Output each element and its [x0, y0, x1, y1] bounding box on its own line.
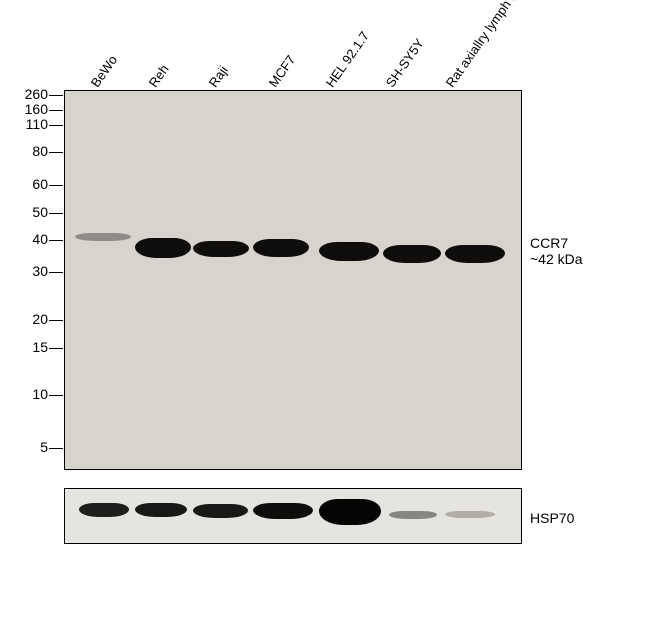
lane-label: SH-SY5Y: [383, 36, 427, 90]
blot-band: [383, 245, 441, 263]
mw-marker-label: 40: [14, 231, 48, 247]
blot-band: [75, 233, 131, 241]
mw-marker-label: 80: [14, 143, 48, 159]
mw-marker-tick: [49, 448, 63, 449]
blot-band: [193, 504, 248, 518]
blot-band: [389, 511, 437, 519]
loading-blot-panel: [64, 488, 522, 544]
blot-band: [135, 238, 191, 258]
mw-marker-tick: [49, 125, 63, 126]
mw-marker-label: 15: [14, 339, 48, 355]
mw-marker-tick: [49, 185, 63, 186]
mw-marker-tick: [49, 152, 63, 153]
main-blot-panel: [64, 90, 522, 470]
blot-band: [445, 245, 505, 263]
blot-band: [253, 503, 313, 519]
mw-marker-tick: [49, 320, 63, 321]
lane-label: HEL 92.1.7: [323, 29, 372, 90]
mw-marker-tick: [49, 213, 63, 214]
target-name: CCR7: [530, 235, 568, 251]
blot-band: [79, 503, 129, 517]
mw-marker-tick: [49, 95, 63, 96]
mw-marker-tick: [49, 110, 63, 111]
target-mw: ~42 kDa: [530, 251, 583, 267]
blot-band: [135, 503, 187, 517]
loading-label-hsp70: HSP70: [530, 510, 574, 526]
mw-marker-label: 5: [14, 439, 48, 455]
mw-marker-tick: [49, 348, 63, 349]
mw-marker-tick: [49, 240, 63, 241]
blot-band: [253, 239, 309, 257]
lane-label: MCF7: [266, 52, 299, 90]
mw-marker-label: 60: [14, 176, 48, 192]
mw-marker-label: 50: [14, 204, 48, 220]
mw-marker-label: 160: [14, 101, 48, 117]
mw-marker-label: 30: [14, 263, 48, 279]
lane-label: Rat axiallry lymph node: [443, 0, 533, 90]
loading-name: HSP70: [530, 510, 574, 526]
mw-marker-tick: [49, 272, 63, 273]
blot-band: [319, 242, 379, 261]
lane-label: BeWo: [88, 53, 120, 90]
lane-label: Raji: [206, 63, 231, 90]
mw-marker-label: 20: [14, 311, 48, 327]
mw-marker-tick: [49, 395, 63, 396]
blot-band: [445, 511, 495, 518]
lane-label: Reh: [146, 62, 172, 90]
mw-marker-label: 260: [14, 86, 48, 102]
mw-marker-label: 110: [14, 116, 48, 132]
blot-band: [319, 499, 381, 525]
target-label-ccr7: CCR7 ~42 kDa: [530, 235, 583, 267]
mw-marker-label: 10: [14, 386, 48, 402]
blot-band: [193, 241, 249, 257]
western-blot-figure: 260160110 80 60 50 40 30 20 15 10 5 BeWo Reh Raji MC…: [0, 0, 650, 634]
